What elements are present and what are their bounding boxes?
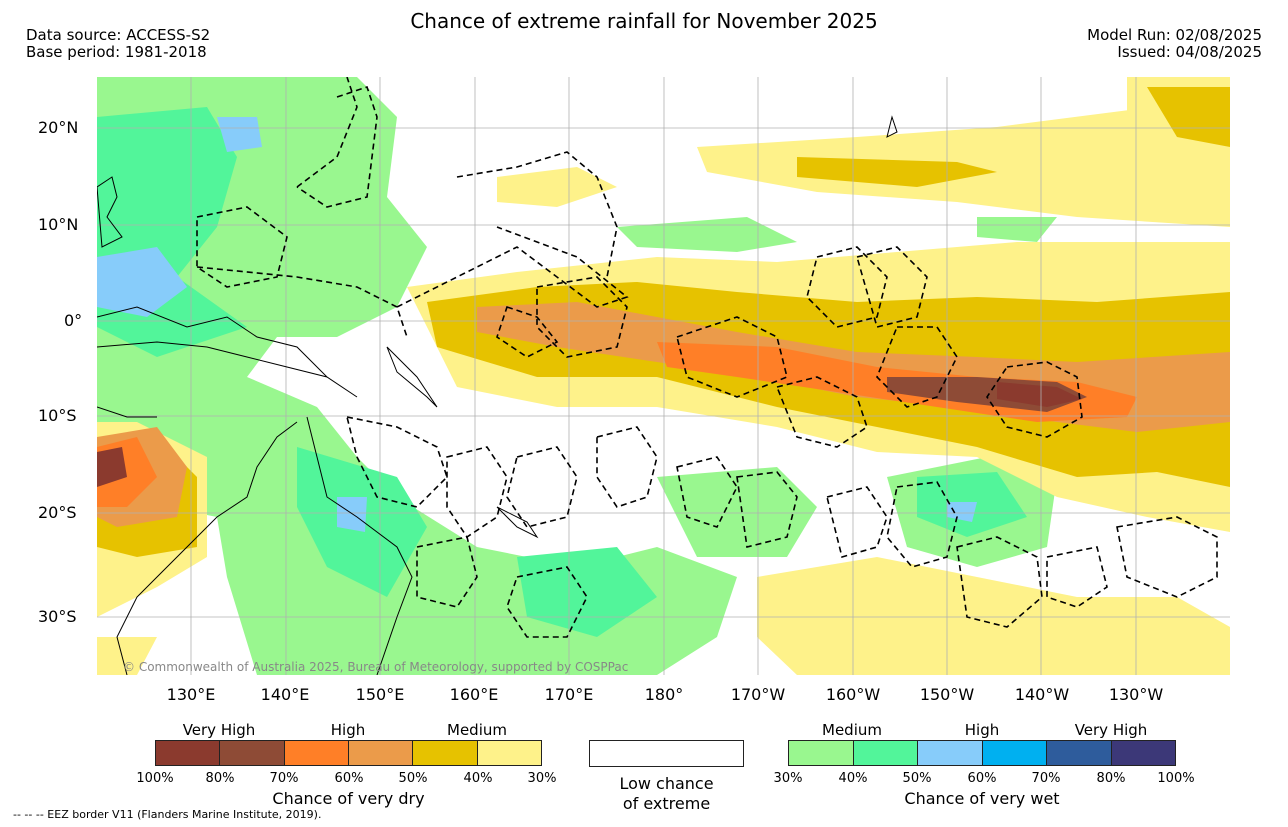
- dry-swatch: [156, 741, 221, 765]
- lat-label-30s: 30°S: [38, 607, 77, 626]
- lat-label-0: 0°: [64, 311, 83, 330]
- lon-label-150w: 150°W: [919, 685, 975, 704]
- dry-swatch: [477, 741, 541, 765]
- lon-label-140e: 140°E: [260, 685, 310, 704]
- eez-borders: [196, 77, 1218, 638]
- lat-label-20n: 20°N: [38, 118, 79, 137]
- wet-swatch: [982, 741, 1047, 765]
- eez-footnote: -- -- -- EEZ border V11 (Flanders Marine…: [13, 808, 322, 821]
- wet-tick: 100%: [1157, 771, 1195, 786]
- wet-swatch: [918, 741, 983, 765]
- dry-swatch: [220, 741, 285, 765]
- dry-tick: 70%: [269, 771, 299, 786]
- wet-swatch: [789, 741, 854, 765]
- dry-tick: 50%: [398, 771, 428, 786]
- base-period-text: Base period: 1981-2018: [26, 43, 207, 61]
- dry-tick: 40%: [463, 771, 493, 786]
- lon-label-130w: 130°W: [1108, 685, 1164, 704]
- lat-label-10n: 10°N: [38, 215, 79, 234]
- lon-label-160w: 160°W: [825, 685, 881, 704]
- low-chance-line1: Low chance: [619, 774, 714, 793]
- lon-label-160e: 160°E: [449, 685, 499, 704]
- dry-tick: 60%: [334, 771, 364, 786]
- wet-anomaly-areas: [97, 77, 1057, 675]
- wet-tick: 70%: [1031, 771, 1061, 786]
- model-run-block: Model Run: 02/08/2025 Issued: 04/08/2025: [1087, 27, 1262, 61]
- wet-high-header: High: [964, 721, 1000, 739]
- low-chance-swatch: [589, 740, 744, 767]
- dry-colorbar: [155, 740, 542, 766]
- lon-label-170e: 170°E: [544, 685, 594, 704]
- copyright-notice: © Commonwealth of Australia 2025, Bureau…: [123, 660, 629, 674]
- dry-caption: Chance of very dry: [272, 789, 425, 808]
- dry-medium-header: Medium: [447, 721, 507, 739]
- issued-text: Issued: 04/08/2025: [1117, 43, 1262, 61]
- model-run-text: Model Run: 02/08/2025: [1087, 26, 1262, 44]
- coastlines: [97, 115, 898, 675]
- dry-high-header: High: [330, 721, 366, 739]
- lon-label-170w: 170°W: [730, 685, 786, 704]
- map-title: Chance of extreme rainfall for November …: [410, 9, 878, 33]
- dry-tick: 80%: [205, 771, 235, 786]
- dry-very-high-header: Very High: [182, 721, 256, 739]
- dry-tick: 100%: [136, 771, 174, 786]
- wet-swatch: [1111, 741, 1175, 765]
- wet-swatch: [1047, 741, 1112, 765]
- dry-swatch: [413, 741, 478, 765]
- wet-tick: 30%: [773, 771, 803, 786]
- lat-label-10s: 10°S: [38, 406, 77, 425]
- dry-swatch: [284, 741, 349, 765]
- lon-label-150e: 150°E: [355, 685, 405, 704]
- wet-colorbar: [788, 740, 1176, 766]
- low-chance-line2: of extreme: [622, 794, 711, 813]
- gridlines: [97, 77, 1230, 675]
- dry-tick: 30%: [527, 771, 557, 786]
- wet-tick: 50%: [902, 771, 932, 786]
- wet-very-high-header: Very High: [1074, 721, 1148, 739]
- rainfall-map: [97, 77, 1230, 675]
- lon-label-180: 180°: [644, 685, 684, 704]
- wet-tick: 80%: [1096, 771, 1126, 786]
- wet-swatch: [853, 741, 918, 765]
- data-source-text: Data source: ACCESS-S2: [26, 26, 211, 44]
- wet-medium-header: Medium: [822, 721, 882, 739]
- lat-label-20s: 20°S: [38, 503, 77, 522]
- dry-swatch: [348, 741, 414, 765]
- wet-tick: 60%: [967, 771, 997, 786]
- lon-label-140w: 140°W: [1014, 685, 1070, 704]
- wet-tick: 40%: [838, 771, 868, 786]
- data-source-block: Data source: ACCESS-S2 Base period: 1981…: [26, 27, 210, 61]
- lon-label-130e: 130°E: [166, 685, 216, 704]
- wet-caption: Chance of very wet: [904, 789, 1060, 808]
